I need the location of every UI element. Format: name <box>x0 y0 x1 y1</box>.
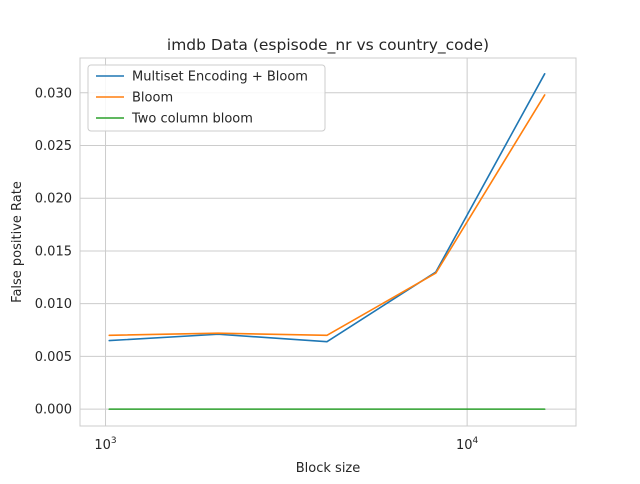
y-tick-label: 0.000 <box>35 403 72 418</box>
x-tick-label: 103 <box>94 436 116 453</box>
series-line-1 <box>108 73 546 343</box>
y-tick-label: 0.025 <box>35 139 72 154</box>
legend-label-3: Two column bloom <box>131 112 253 127</box>
series-lines <box>108 73 546 410</box>
x-tick-labels: 103 104 <box>94 436 478 453</box>
y-tick-label: 0.005 <box>35 350 72 365</box>
legend-label-1: Multiset Encoding + Bloom <box>132 70 308 85</box>
y-tick-label: 0.010 <box>35 297 72 312</box>
x-axis-label: Block size <box>296 461 361 476</box>
legend: Multiset Encoding + Bloom Bloom Two column… <box>87 64 326 132</box>
y-tick-label: 0.020 <box>35 192 72 207</box>
y-tick-labels: 0.000 0.005 0.010 0.015 0.020 0.025 0.030 <box>35 86 72 417</box>
chart-title: imdb Data (espisode_nr vs country_code) <box>167 36 489 55</box>
series-line-2 <box>108 94 546 337</box>
y-axis-label: False positive Rate <box>10 181 25 303</box>
plot-frame <box>79 57 577 427</box>
x-tick-label: 104 <box>456 436 479 453</box>
y-tick-label: 0.030 <box>35 86 72 101</box>
legend-box <box>87 64 326 132</box>
y-tick-label: 0.015 <box>35 244 72 259</box>
legend-label-2: Bloom <box>132 91 173 106</box>
